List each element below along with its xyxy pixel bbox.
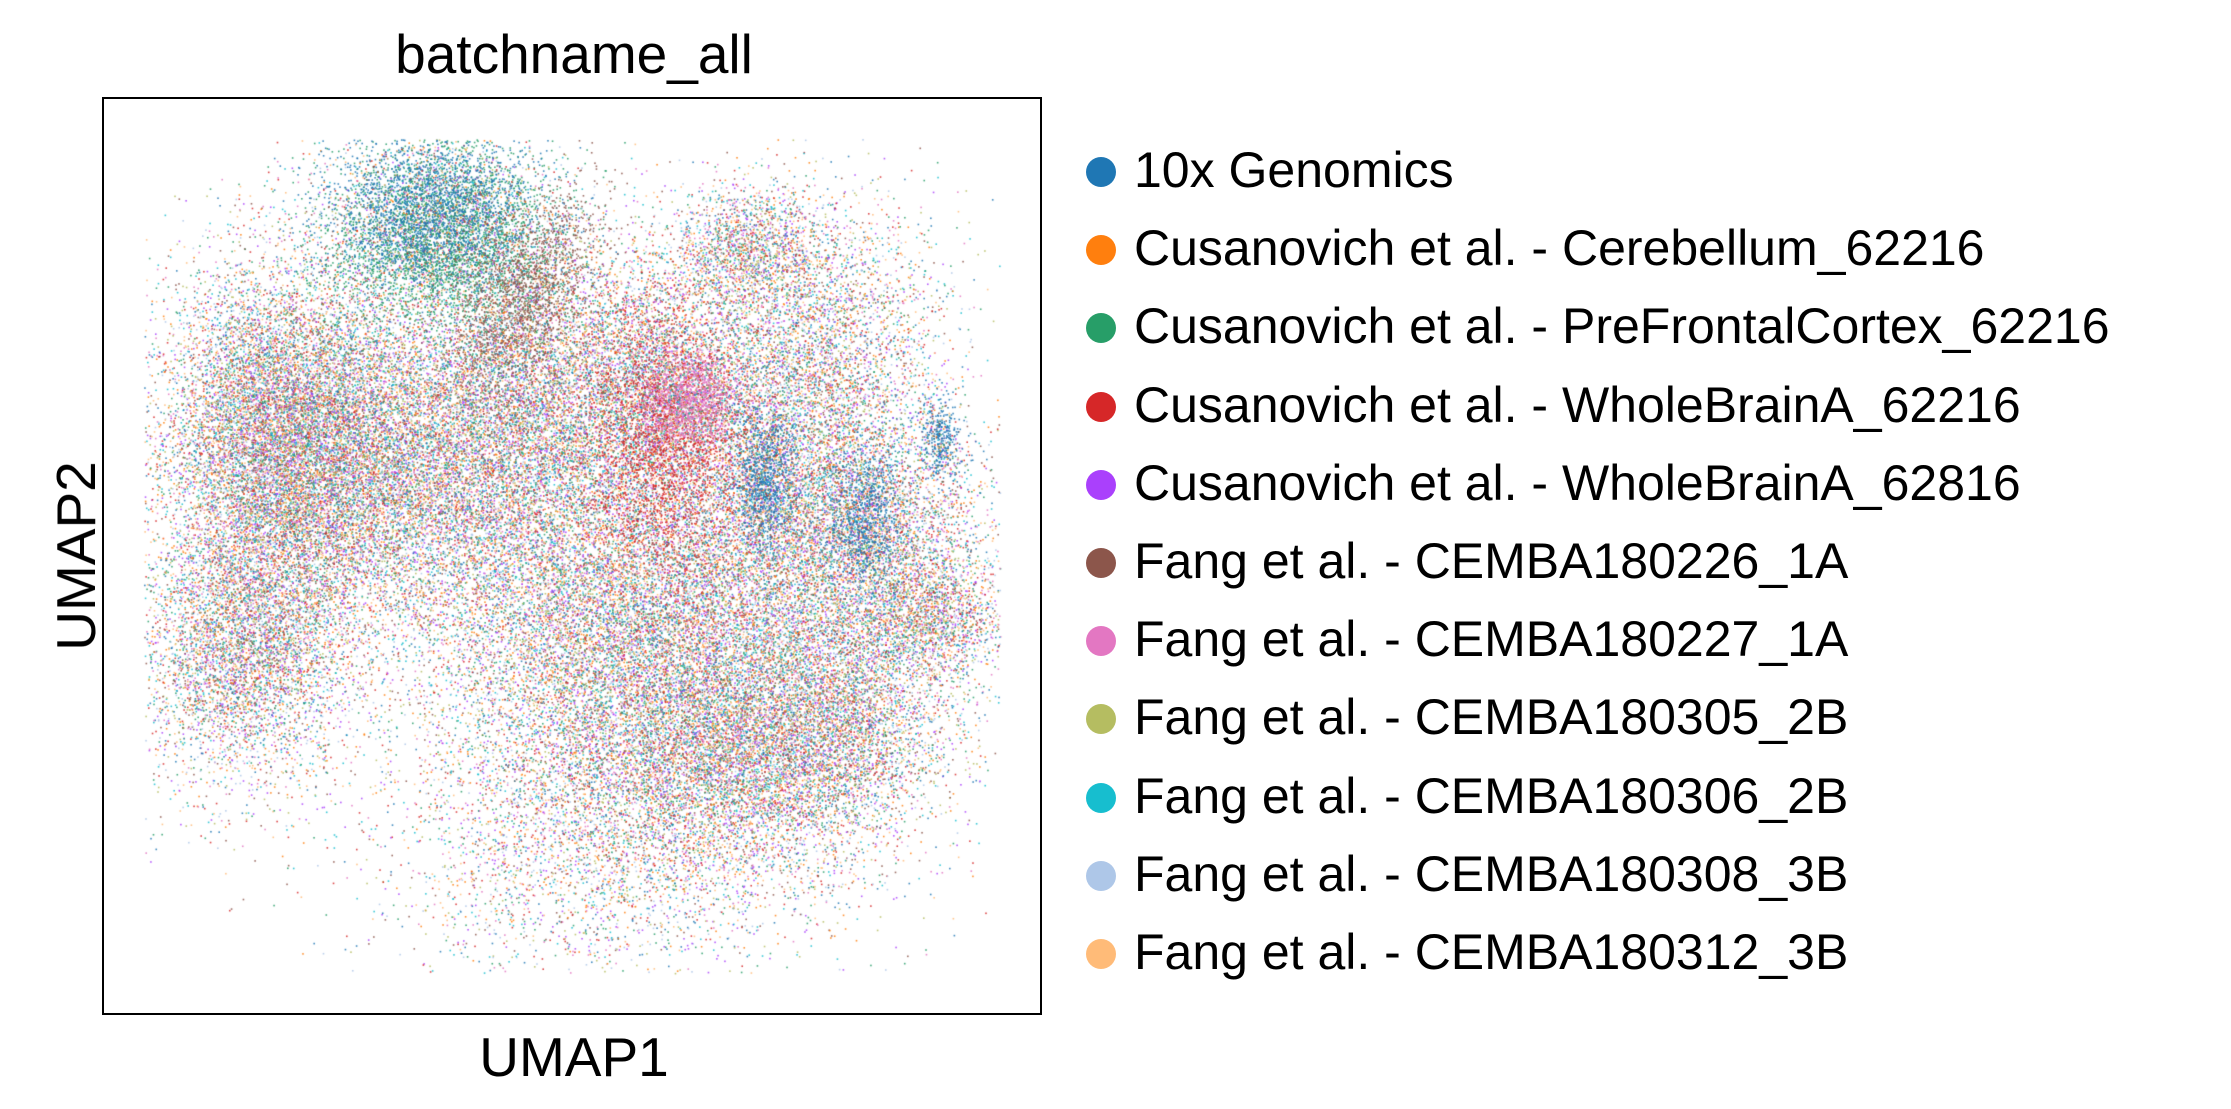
legend-label: Fang et al. - CEMBA180306_2B bbox=[1134, 767, 1849, 824]
legend-label: Fang et al. - CEMBA180305_2B bbox=[1134, 689, 1849, 746]
legend-marker bbox=[1086, 157, 1116, 188]
legend-item: Fang et al. - CEMBA180306_2B bbox=[1086, 757, 2110, 835]
legend-item: Cusanovich et al. - Cerebellum_62216 bbox=[1086, 209, 2110, 287]
legend-item: Cusanovich et al. - WholeBrainA_62216 bbox=[1086, 366, 2110, 444]
legend-label: 10x Genomics bbox=[1134, 142, 1454, 199]
legend-marker bbox=[1086, 860, 1116, 891]
legend-item: Cusanovich et al. - PreFrontalCortex_622… bbox=[1086, 287, 2110, 365]
chart-title: batchname_all bbox=[395, 23, 753, 85]
legend-label: Fang et al. - CEMBA180226_1A bbox=[1134, 533, 1849, 590]
legend-marker bbox=[1086, 548, 1116, 579]
legend-item: Fang et al. - CEMBA180226_1A bbox=[1086, 522, 2110, 600]
legend-marker bbox=[1086, 626, 1116, 657]
legend-item: Fang et al. - CEMBA180227_1A bbox=[1086, 600, 2110, 678]
legend-item: 10x Genomics bbox=[1086, 131, 2110, 209]
x-axis-label: UMAP1 bbox=[479, 1026, 669, 1088]
legend-marker bbox=[1086, 391, 1116, 422]
legend-marker bbox=[1086, 782, 1116, 813]
legend-item: Fang et al. - CEMBA180305_2B bbox=[1086, 678, 2110, 756]
legend: 10x Genomics Cusanovich et al. - Cerebell… bbox=[1086, 131, 2110, 991]
legend-marker bbox=[1086, 704, 1116, 735]
y-axis-label: UMAP2 bbox=[45, 461, 107, 651]
legend-marker bbox=[1086, 469, 1116, 500]
legend-label: Fang et al. - CEMBA180312_3B bbox=[1134, 923, 1849, 980]
legend-label: Cusanovich et al. - WholeBrainA_62816 bbox=[1134, 454, 2021, 511]
legend-label: Cusanovich et al. - Cerebellum_62216 bbox=[1134, 220, 1985, 277]
legend-label: Cusanovich et al. - WholeBrainA_62216 bbox=[1134, 376, 2021, 433]
legend-marker bbox=[1086, 313, 1116, 344]
legend-item: Cusanovich et al. - WholeBrainA_62816 bbox=[1086, 444, 2110, 522]
legend-marker bbox=[1086, 235, 1116, 266]
legend-label: Fang et al. - CEMBA180227_1A bbox=[1134, 611, 1849, 668]
plot-area bbox=[102, 97, 1042, 1015]
legend-item: Fang et al. - CEMBA180308_3B bbox=[1086, 835, 2110, 913]
umap-scatter-points bbox=[104, 99, 1040, 1013]
legend-item: Fang et al. - CEMBA180312_3B bbox=[1086, 913, 2110, 991]
legend-label: Cusanovich et al. - PreFrontalCortex_622… bbox=[1134, 298, 2110, 355]
legend-marker bbox=[1086, 938, 1116, 969]
legend-label: Fang et al. - CEMBA180308_3B bbox=[1134, 845, 1849, 902]
